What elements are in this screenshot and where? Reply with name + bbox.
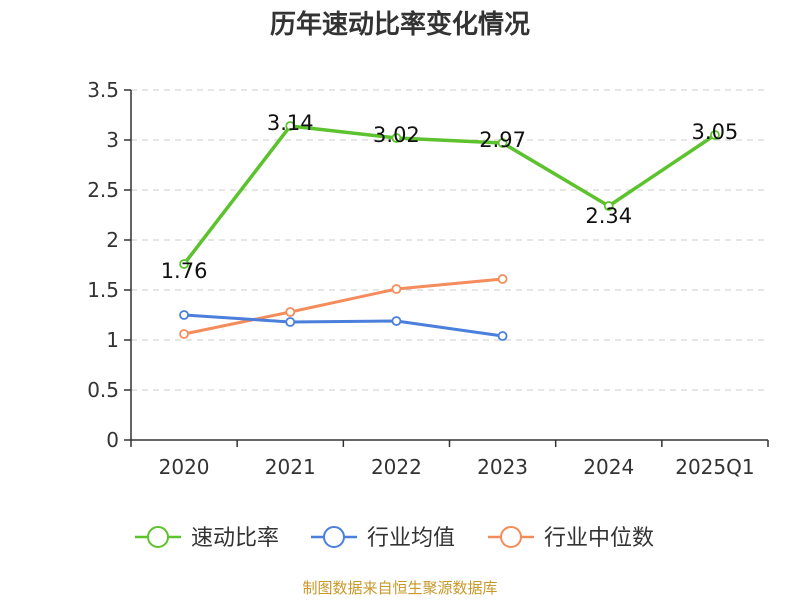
y-tick-label: 3.5 xyxy=(87,78,119,102)
legend-item[interactable]: 行业中位数 xyxy=(488,526,654,551)
y-tick-label: 3 xyxy=(106,128,119,152)
data-point xyxy=(391,316,402,326)
data-label: 2.34 xyxy=(585,204,632,228)
data-point xyxy=(179,259,189,269)
data-labels: 1.76 3.14 3.02 2.97 2.34 3.05 xyxy=(161,111,739,283)
data-label: 3.05 xyxy=(692,120,739,144)
y-tick-label: 2.5 xyxy=(87,178,119,202)
series-line xyxy=(183,277,503,336)
series-2 xyxy=(179,274,508,339)
y-tick-label: 0.5 xyxy=(87,378,119,402)
data-label: 3.14 xyxy=(267,111,314,135)
legend: 速动比率 行业均值 行业中位数 xyxy=(135,526,654,551)
y-tick-label: 1 xyxy=(106,328,119,352)
legend-marker xyxy=(500,526,522,548)
axes: 0 0.5 1 1.5 2 2.5 3 3.5 2020 2021 2022 2023 2024 2025… xyxy=(87,78,769,479)
data-label: 3.02 xyxy=(373,123,420,147)
data-point xyxy=(285,317,296,327)
data-point xyxy=(603,201,614,211)
x-tick-label: 2025Q1 xyxy=(675,455,754,479)
x-tick-label: 2023 xyxy=(477,455,528,479)
data-point xyxy=(391,284,402,294)
x-tick-label: 2020 xyxy=(159,455,210,479)
series-lines xyxy=(179,121,720,341)
legend-item[interactable]: 行业均值 xyxy=(311,526,455,551)
chart-title: 历年速动比率变化情况 xyxy=(270,9,530,40)
data-label: 1.76 xyxy=(161,259,208,283)
legend-item[interactable]: 速动比率 xyxy=(135,526,279,551)
data-point xyxy=(179,329,189,339)
x-tick-label: 2024 xyxy=(583,455,634,479)
series-1 xyxy=(179,310,508,341)
data-label: 2.97 xyxy=(479,128,526,152)
grid-lines xyxy=(131,89,768,391)
data-point xyxy=(179,310,189,320)
series-0 xyxy=(179,121,720,269)
y-tick-label: 1.5 xyxy=(87,278,119,302)
legend-label: 行业中位数 xyxy=(544,526,654,551)
data-point xyxy=(497,331,508,341)
data-point xyxy=(391,133,402,143)
legend-marker xyxy=(323,526,345,548)
data-point xyxy=(497,274,508,284)
series-line xyxy=(183,313,503,338)
legend-label: 速动比率 xyxy=(191,526,279,551)
data-point xyxy=(285,307,296,317)
data-point xyxy=(285,121,296,131)
y-tick-label: 2 xyxy=(106,228,119,252)
series-line xyxy=(182,124,716,266)
x-tick-label: 2022 xyxy=(371,455,422,479)
data-point xyxy=(497,138,508,148)
data-point xyxy=(710,130,720,140)
legend-label: 行业均值 xyxy=(367,526,455,551)
x-tick-label: 2021 xyxy=(265,455,316,479)
y-tick-label: 0 xyxy=(106,428,119,452)
legend-marker xyxy=(147,526,169,548)
source-note: 制图数据来自恒生聚源数据库 xyxy=(302,579,497,597)
